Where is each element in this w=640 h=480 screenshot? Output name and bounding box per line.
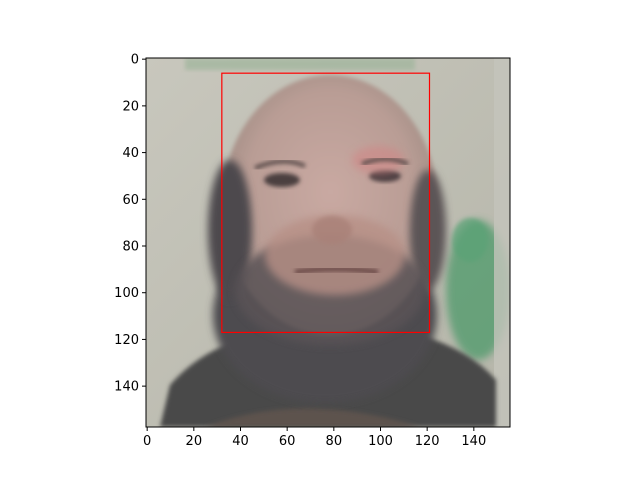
y-tick-label: 100 xyxy=(114,286,139,301)
x-tick-label: 120 xyxy=(415,434,440,449)
x-tick-label: 80 xyxy=(326,434,343,449)
x-tick-label: 100 xyxy=(368,434,393,449)
x-axis: 0 20 40 60 80 100 120 140 xyxy=(143,427,486,449)
y-axis: 0 20 40 60 80 100 120 140 xyxy=(114,53,146,395)
x-tick-label: 0 xyxy=(143,434,151,449)
x-tick-label: 40 xyxy=(232,434,249,449)
x-tick-label: 20 xyxy=(186,434,203,449)
y-tick-label: 20 xyxy=(122,99,139,114)
y-tick-label: 60 xyxy=(122,193,139,208)
y-tick-label: 80 xyxy=(122,240,139,255)
y-tick-label: 120 xyxy=(114,333,139,348)
x-tick-label: 140 xyxy=(461,434,486,449)
y-tick-label: 40 xyxy=(122,146,139,161)
face-bounding-box xyxy=(221,72,431,334)
axes-frame xyxy=(145,57,511,428)
y-tick-label: 0 xyxy=(131,53,139,68)
y-tick-label: 140 xyxy=(114,380,139,395)
face-photo xyxy=(146,58,510,427)
x-tick-label: 60 xyxy=(279,434,296,449)
